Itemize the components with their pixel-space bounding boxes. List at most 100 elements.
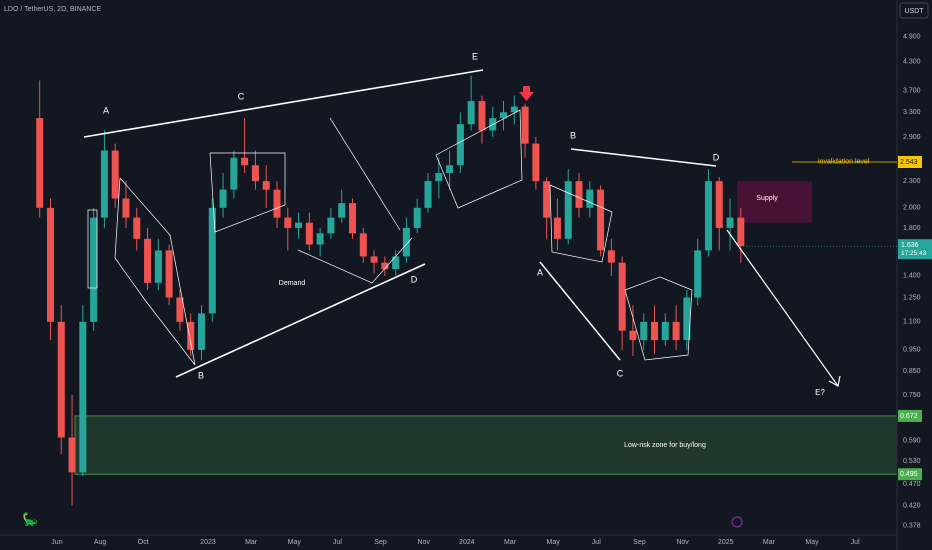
candle-body: [273, 189, 281, 218]
candle-body: [381, 262, 389, 270]
x-tick-label: Oct: [138, 539, 149, 546]
candle-body: [36, 118, 44, 208]
x-tick-label: Jul: [333, 539, 342, 546]
channel: [435, 109, 523, 209]
candle-body: [478, 101, 486, 131]
candle-body: [651, 321, 659, 341]
candle-body: [618, 262, 626, 331]
event-icon[interactable]: [731, 516, 743, 528]
candle-body: [251, 165, 259, 182]
x-tick-label: May: [805, 539, 819, 546]
y-tick-label: 1.800: [903, 225, 921, 232]
wave-label: A: [537, 267, 543, 277]
candle-body: [607, 250, 615, 263]
candle-body: [543, 181, 551, 218]
wave-label: A: [103, 105, 109, 115]
wave-label: E: [472, 51, 478, 61]
y-tick-label: 0.750: [903, 392, 921, 399]
candle-body: [629, 330, 637, 341]
candle-body: [564, 181, 572, 239]
candle-body: [68, 437, 76, 473]
candle-body: [144, 238, 152, 283]
x-tick-label: 2024: [459, 539, 475, 546]
candle-body: [338, 203, 346, 218]
y-tick-label: 1.400: [903, 273, 921, 280]
price-tag-label: 0.495: [900, 471, 918, 478]
candle-body: [154, 250, 162, 283]
wave-label: D: [411, 274, 418, 284]
price-tag: [898, 155, 922, 168]
y-tick-label: 0.950: [903, 347, 921, 354]
trend-line: [83, 69, 484, 138]
symbol-title: LDO / TetherUS, 2D, BINANCE: [4, 6, 101, 13]
candle-body: [176, 297, 184, 322]
y-tick-label: 4.900: [903, 34, 921, 41]
candle-body: [597, 189, 605, 251]
y-tick-label: 2.300: [903, 178, 921, 185]
candle-body: [165, 250, 173, 298]
y-tick-label: 4.300: [903, 59, 921, 66]
box: [87, 209, 98, 289]
candle-body: [500, 112, 508, 119]
y-tick-label: 1.100: [903, 319, 921, 326]
channel: [624, 276, 693, 361]
candle-body: [726, 217, 734, 228]
logo: 🦕: [22, 511, 38, 526]
candle-body: [349, 203, 357, 234]
candle-body: [359, 233, 367, 257]
wave-label: B: [198, 370, 204, 380]
y-tick-label: 0.590: [903, 438, 921, 445]
axes: 4.900 4.300 3.700 3.300 2.900 2.300 2.000 1.800…: [51, 34, 920, 546]
currency: USDT: [904, 8, 924, 15]
y-tick-label: 0.420: [903, 502, 921, 509]
candle-body: [241, 157, 249, 166]
wave-label: B: [570, 130, 576, 140]
x-tick-label: Nov: [676, 539, 689, 546]
channel: [297, 237, 413, 284]
wave-label: E?: [815, 388, 825, 397]
x-tick-label: Mar: [763, 539, 776, 546]
x-tick-label: 2025: [718, 539, 734, 546]
candle-body: [46, 207, 54, 322]
low-risk-zone: [74, 415, 898, 475]
candle-body: [737, 217, 745, 247]
candle-body: [521, 106, 529, 144]
candle-body: [57, 321, 65, 438]
x-tick-label: May: [547, 539, 561, 546]
x-tick-label: Mar: [245, 539, 258, 546]
candle-body: [435, 173, 443, 182]
trend-line: [539, 261, 621, 361]
zone-label: Low-risk zone for buy/long: [624, 442, 706, 449]
candle-body: [553, 217, 561, 239]
y-tick-label: 3.700: [903, 87, 921, 94]
candle-body: [295, 222, 303, 228]
candle-body: [683, 297, 691, 341]
y-tick-label: 2.000: [903, 205, 921, 212]
channel: [549, 184, 613, 263]
x-tick-label: Mar: [504, 539, 517, 546]
zone-label: Supply: [756, 195, 778, 202]
price-tag-label: 2.543: [900, 159, 918, 166]
candle-body: [327, 217, 335, 234]
channel: [209, 152, 286, 233]
y-tick-label: 2.900: [903, 134, 921, 141]
supply-zone: [737, 181, 812, 223]
x-tick-label: Sep: [374, 539, 387, 546]
trend-line: [175, 263, 426, 378]
candle-body: [640, 321, 648, 341]
channel: [329, 117, 401, 231]
candles: [36, 75, 745, 506]
y-tick-label: 0.470: [903, 481, 921, 488]
candle-body: [413, 207, 421, 228]
candle-body: [715, 181, 723, 228]
wave-label: C: [617, 368, 624, 378]
candle-body: [208, 207, 216, 314]
trend-line: [570, 148, 717, 167]
candle-body: [704, 181, 712, 251]
zones: Low-risk zone for buy/long Supply: [74, 181, 898, 475]
candle-body: [122, 198, 130, 218]
candle-body: [230, 157, 238, 190]
x-tick-label: Nov: [417, 539, 430, 546]
candle-body: [402, 227, 410, 257]
candle-body: [392, 256, 400, 270]
